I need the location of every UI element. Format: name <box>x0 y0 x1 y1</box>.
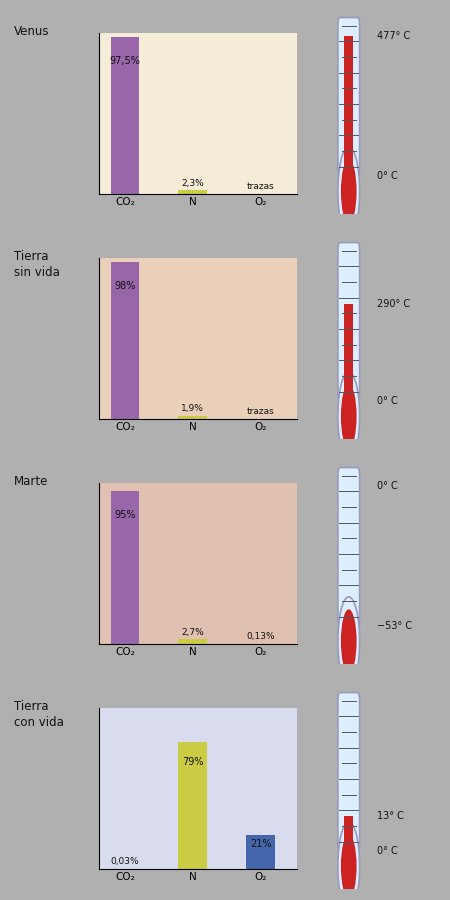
Bar <box>179 190 207 194</box>
Text: 95%: 95% <box>114 509 136 519</box>
Bar <box>344 35 353 166</box>
Text: 1,9%: 1,9% <box>181 404 204 413</box>
Text: 79%: 79% <box>182 757 203 768</box>
Circle shape <box>338 372 360 461</box>
FancyBboxPatch shape <box>338 692 360 850</box>
Text: trazas: trazas <box>247 182 274 191</box>
Bar <box>179 416 207 418</box>
Text: 0° C: 0° C <box>377 481 398 491</box>
FancyBboxPatch shape <box>338 17 360 175</box>
Bar <box>344 304 353 392</box>
Circle shape <box>338 822 360 900</box>
Text: Tierra
con vida: Tierra con vida <box>14 699 63 729</box>
Text: Venus: Venus <box>14 24 49 38</box>
Text: 0,13%: 0,13% <box>246 632 275 641</box>
Bar <box>111 38 140 194</box>
Bar <box>111 491 140 644</box>
Circle shape <box>341 384 356 448</box>
Circle shape <box>341 159 356 223</box>
Text: 0,03%: 0,03% <box>111 858 140 867</box>
Text: 13° C: 13° C <box>377 812 404 822</box>
Text: 290° C: 290° C <box>377 300 410 310</box>
Circle shape <box>341 834 356 898</box>
Bar <box>246 835 275 868</box>
Bar <box>179 639 207 644</box>
Text: 21%: 21% <box>250 839 271 849</box>
Text: trazas: trazas <box>247 407 274 416</box>
Text: −53° C: −53° C <box>377 621 412 631</box>
Bar <box>179 742 207 868</box>
Bar <box>344 816 353 842</box>
Bar <box>111 262 140 418</box>
Text: 2,3%: 2,3% <box>181 179 204 188</box>
Text: 477° C: 477° C <box>377 31 410 40</box>
Text: Marte: Marte <box>14 474 48 488</box>
Circle shape <box>338 147 360 236</box>
Text: 0° C: 0° C <box>377 846 398 856</box>
Text: 97,5%: 97,5% <box>110 56 140 67</box>
Text: 0° C: 0° C <box>377 396 398 406</box>
Text: 2,7%: 2,7% <box>181 628 204 637</box>
Text: 0° C: 0° C <box>377 171 398 181</box>
Text: Tierra
sin vida: Tierra sin vida <box>14 249 59 279</box>
Circle shape <box>338 597 360 686</box>
Circle shape <box>341 609 356 673</box>
Text: 98%: 98% <box>114 281 136 291</box>
FancyBboxPatch shape <box>338 467 360 625</box>
FancyBboxPatch shape <box>338 242 360 400</box>
